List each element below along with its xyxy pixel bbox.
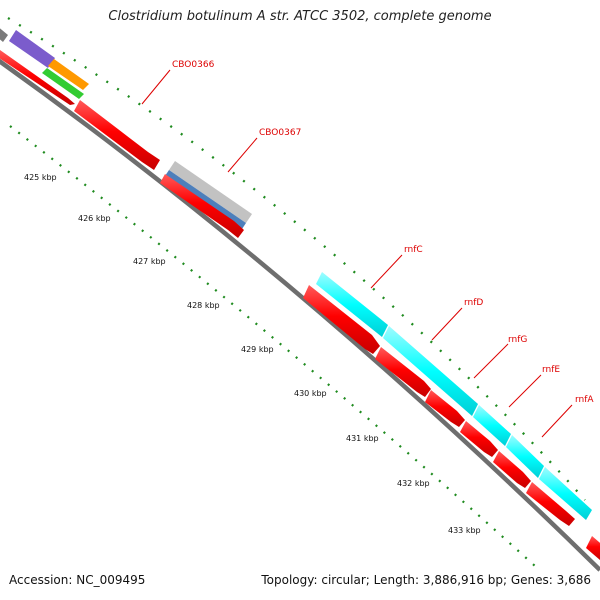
- scale-label: 429 kbp: [241, 345, 274, 354]
- scale-label: 426 kbp: [78, 214, 111, 223]
- mid-left-features: [74, 100, 252, 238]
- scale-labels: 425 kbp 426 kbp 427 kbp 428 kbp 429 kbp …: [24, 173, 481, 535]
- scale-label: 430 kbp: [294, 389, 327, 398]
- gene-label-rnfe: rnfE: [542, 365, 560, 375]
- gene-label-rnfc: rnfC: [404, 245, 423, 255]
- accession-label: Accession: NC_009495: [9, 573, 146, 587]
- genome-backbone: [0, 58, 600, 572]
- gene-label-cbo0366: CBO0366: [172, 60, 215, 70]
- rnf-operon: [303, 272, 600, 560]
- gene-label-rnfd: rnfD: [464, 298, 483, 308]
- label-leader-lines: [141, 69, 573, 438]
- scale-label: 425 kbp: [24, 173, 57, 182]
- scale-label: 433 kbp: [448, 526, 481, 535]
- scale-label: 431 kbp: [346, 434, 379, 443]
- gene-label-rnfg: rnfG: [508, 335, 527, 345]
- gene-labels: CBO0366 CBO0367 rnfC rnfD rnfG rnfE rnfA: [172, 60, 594, 405]
- scale-label: 428 kbp: [187, 301, 220, 310]
- genome-stats-label: Topology: circular; Length: 3,886,916 bp…: [261, 573, 591, 587]
- gene-label-cbo0367: CBO0367: [259, 128, 301, 138]
- top-left-feature-stack: [0, 28, 89, 105]
- scale-label: 427 kbp: [133, 257, 166, 266]
- scale-label: 432 kbp: [397, 479, 430, 488]
- gene-label-rnfa: rnfA: [575, 395, 594, 405]
- map-title: Clostridium botulinum A str. ATCC 3502, …: [108, 9, 492, 24]
